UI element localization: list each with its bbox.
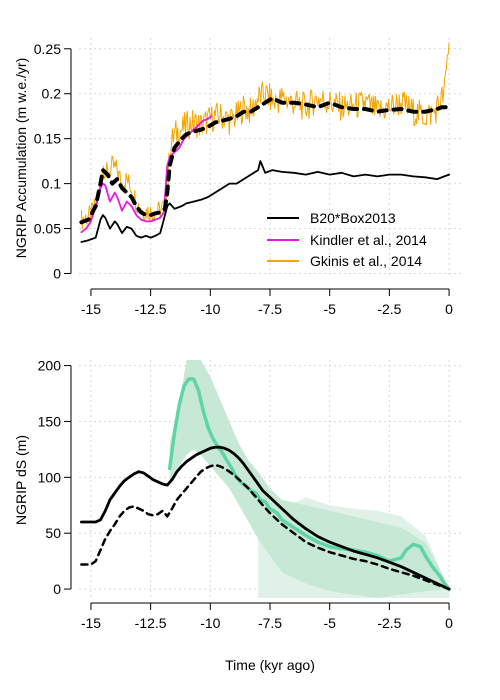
ds-axes: -15 -12.5 -10 -7.5 -5 -2.5 0 0 50 100 150 200 [38,358,454,631]
accumulation-x-tick-label-1: -12.5 [135,301,167,317]
accumulation-y-tick-label-3: 0.15 [34,131,61,147]
ds-series-dashed-1 [80,463,451,591]
ds-series-solid-2 [80,445,451,591]
accumulation-y-tick-label-2: 0.1 [42,176,62,192]
legend-label-gkinis: Gkinis et al., 2014 [310,253,422,269]
accumulation-x-tick-label-2: -10 [200,301,220,317]
legend-label-kindler: Kindler et al., 2014 [310,232,427,248]
ds-y-axis-title: NGRIP dS (m) [13,435,29,525]
accumulation-y-tick-label-5: 0.25 [34,41,61,57]
accumulation-series-dashed-2 [79,96,452,225]
ds-chart: -15 -12.5 -10 -7.5 -5 -2.5 0 0 50 100 150 200 NGRIP… [13,358,461,673]
accumulation-x-tick-label-3: -7.5 [258,301,282,317]
ds-plot-area [80,360,451,598]
ds-y-tick-label-2: 100 [38,469,62,485]
accumulation-y-axis-title: NGRIP Accumulation (m w.e./yr) [13,58,29,258]
ds-x-tick-label-1: -12.5 [135,615,167,631]
ds-x-tick-label-0: -15 [81,615,101,631]
ds-y-tick-label-1: 50 [45,525,61,541]
ds-uncertainty-band-1 [169,360,450,598]
ds-y-tick-label-3: 150 [38,413,62,429]
accumulation-y-tick-label-1: 0.05 [34,221,61,237]
accumulation-y-tick-label-0: 0 [53,266,61,282]
accumulation-x-tick-label-4: -5 [323,301,336,317]
ds-x-tick-label-2: -10 [200,615,220,631]
accumulation-axes: -15 -12.5 -10 -7.5 -5 -2.5 0 0 0.05 0.1 0.15 0.2 0.2… [34,41,453,317]
legend-label-b20-box2013: B20*Box2013 [310,210,396,226]
accumulation-plot-area [79,42,452,243]
accumulation-x-tick-label-5: -2.5 [377,301,401,317]
ds-x-tick-label-3: -7.5 [258,615,282,631]
ds-y-tick-label-0: 0 [53,581,61,597]
ds-x-axis-title: Time (kyr ago) [225,657,315,673]
accumulation-x-tick-label-6: 0 [445,301,453,317]
accumulation-legend: B20*Box2013 Kindler et al., 2014 Gkinis … [267,210,427,269]
ds-x-tick-label-5: -2.5 [377,615,401,631]
accumulation-x-tick-label-0: -15 [81,301,101,317]
ds-x-tick-label-6: 0 [445,615,453,631]
accumulation-chart: -15 -12.5 -10 -7.5 -5 -2.5 0 0 0.05 0.1 0.15 0.2 0.2… [13,38,461,317]
ds-series-solid-0 [167,377,451,591]
accumulation-y-tick-label-4: 0.2 [42,86,62,102]
ds-x-tick-label-4: -5 [323,615,336,631]
ds-y-tick-label-4: 200 [38,358,62,374]
accumulation-series-b20-box2013 [80,160,450,243]
